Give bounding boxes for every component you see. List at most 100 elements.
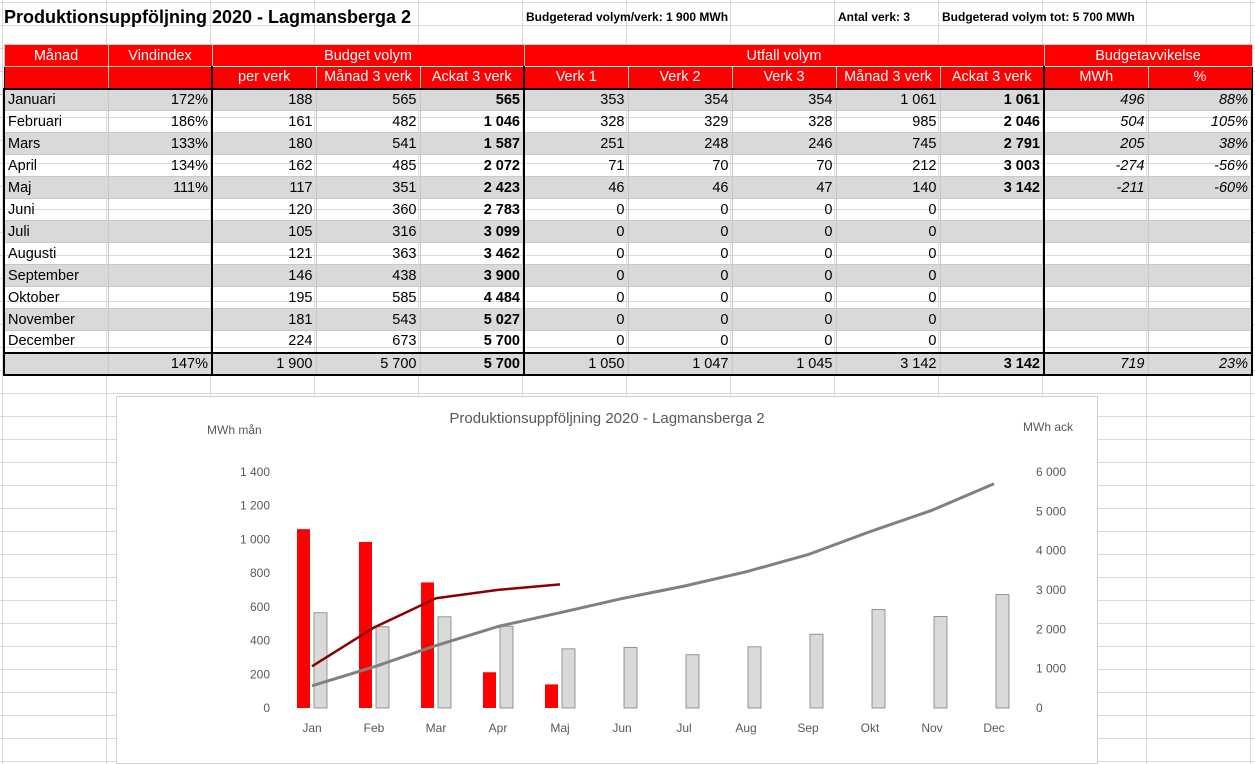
value-cell[interactable]: 673 <box>315 330 421 353</box>
value-cell[interactable]: 360 <box>315 198 421 221</box>
total-cell[interactable] <box>3 351 109 376</box>
sub-header-cell[interactable]: Verk 3 <box>731 66 837 89</box>
value-cell[interactable]: 0 <box>731 264 837 287</box>
value-cell[interactable]: 161 <box>211 110 317 133</box>
month-cell[interactable]: Maj <box>3 176 109 199</box>
value-cell[interactable]: 3 900 <box>419 264 525 287</box>
value-cell[interactable]: 3 099 <box>419 220 525 243</box>
value-cell[interactable]: 162 <box>211 154 317 177</box>
value-cell[interactable]: -56% <box>1147 154 1253 177</box>
value-cell[interactable]: 105 <box>211 220 317 243</box>
value-cell[interactable]: 0 <box>627 198 733 221</box>
value-cell[interactable]: 0 <box>523 286 629 309</box>
value-cell[interactable]: 0 <box>835 308 941 331</box>
sub-header-cell[interactable]: Ackat 3 verk <box>939 66 1045 89</box>
sub-header-cell[interactable]: Verk 1 <box>523 66 629 89</box>
value-cell[interactable]: 117 <box>211 176 317 199</box>
value-cell[interactable]: 0 <box>835 198 941 221</box>
value-cell[interactable]: 2 046 <box>939 110 1045 133</box>
value-cell[interactable] <box>1147 242 1253 265</box>
month-cell[interactable]: Oktober <box>3 286 109 309</box>
value-cell[interactable] <box>107 198 213 221</box>
total-cell[interactable]: 1 047 <box>627 351 733 376</box>
value-cell[interactable]: 0 <box>627 330 733 353</box>
header-utfall-volym[interactable]: Utfall volym <box>523 44 1045 67</box>
value-cell[interactable] <box>1043 198 1149 221</box>
value-cell[interactable] <box>1147 264 1253 287</box>
value-cell[interactable] <box>1043 286 1149 309</box>
value-cell[interactable]: 186% <box>107 110 213 133</box>
value-cell[interactable]: 328 <box>731 110 837 133</box>
total-cell[interactable]: 5 700 <box>315 351 421 376</box>
value-cell[interactable]: 0 <box>835 286 941 309</box>
value-cell[interactable]: 0 <box>627 308 733 331</box>
value-cell[interactable]: 5 700 <box>419 330 525 353</box>
value-cell[interactable]: 2 783 <box>419 198 525 221</box>
value-cell[interactable] <box>939 286 1045 309</box>
value-cell[interactable] <box>1147 286 1253 309</box>
month-cell[interactable]: December <box>3 330 109 353</box>
total-cell[interactable]: 5 700 <box>419 351 525 376</box>
sub-header-cell[interactable]: per verk <box>211 66 317 89</box>
value-cell[interactable] <box>939 242 1045 265</box>
value-cell[interactable]: 565 <box>419 87 525 111</box>
month-cell[interactable]: Februari <box>3 110 109 133</box>
value-cell[interactable]: 485 <box>315 154 421 177</box>
value-cell[interactable]: 70 <box>731 154 837 177</box>
value-cell[interactable] <box>939 264 1045 287</box>
month-cell[interactable]: Januari <box>3 87 109 111</box>
sub-header-cell[interactable]: MWh <box>1043 66 1149 89</box>
value-cell[interactable] <box>107 264 213 287</box>
value-cell[interactable]: 188 <box>211 87 317 111</box>
value-cell[interactable]: 1 046 <box>419 110 525 133</box>
value-cell[interactable] <box>939 308 1045 331</box>
month-cell[interactable]: Juni <box>3 198 109 221</box>
value-cell[interactable]: 195 <box>211 286 317 309</box>
value-cell[interactable] <box>107 308 213 331</box>
value-cell[interactable]: 496 <box>1043 87 1149 111</box>
budget-per-turbine-cell[interactable]: Budgeterad volym/verk: 1 900 MWh <box>526 10 729 24</box>
value-cell[interactable] <box>107 220 213 243</box>
value-cell[interactable]: 88% <box>1147 87 1253 111</box>
value-cell[interactable]: -211 <box>1043 176 1149 199</box>
value-cell[interactable]: 565 <box>315 87 421 111</box>
value-cell[interactable]: 482 <box>315 110 421 133</box>
value-cell[interactable]: 134% <box>107 154 213 177</box>
value-cell[interactable]: 3 003 <box>939 154 1045 177</box>
value-cell[interactable] <box>1043 264 1149 287</box>
value-cell[interactable]: 543 <box>315 308 421 331</box>
value-cell[interactable]: 38% <box>1147 132 1253 155</box>
value-cell[interactable]: 172% <box>107 87 213 111</box>
month-cell[interactable]: Mars <box>3 132 109 155</box>
value-cell[interactable]: 0 <box>731 330 837 353</box>
sheet-title[interactable]: Produktionsuppföljning 2020 - Lagmansber… <box>4 6 412 27</box>
sub-header-cell[interactable] <box>3 66 109 89</box>
total-cell[interactable]: 1 050 <box>523 351 629 376</box>
value-cell[interactable]: 133% <box>107 132 213 155</box>
value-cell[interactable]: 438 <box>315 264 421 287</box>
value-cell[interactable]: 0 <box>731 308 837 331</box>
value-cell[interactable]: 0 <box>731 242 837 265</box>
sub-header-cell[interactable]: Månad 3 verk <box>835 66 941 89</box>
value-cell[interactable]: 121 <box>211 242 317 265</box>
value-cell[interactable]: 504 <box>1043 110 1149 133</box>
value-cell[interactable] <box>107 330 213 353</box>
value-cell[interactable]: 1 587 <box>419 132 525 155</box>
value-cell[interactable]: 0 <box>835 330 941 353</box>
value-cell[interactable]: 5 027 <box>419 308 525 331</box>
value-cell[interactable]: 0 <box>731 220 837 243</box>
value-cell[interactable]: 0 <box>627 242 733 265</box>
value-cell[interactable]: 329 <box>627 110 733 133</box>
value-cell[interactable]: 541 <box>315 132 421 155</box>
value-cell[interactable] <box>1043 308 1149 331</box>
value-cell[interactable]: 0 <box>523 308 629 331</box>
value-cell[interactable]: 985 <box>835 110 941 133</box>
value-cell[interactable]: 745 <box>835 132 941 155</box>
value-cell[interactable]: 212 <box>835 154 941 177</box>
value-cell[interactable]: 46 <box>523 176 629 199</box>
value-cell[interactable] <box>939 330 1045 353</box>
sub-header-cell[interactable] <box>107 66 213 89</box>
month-cell[interactable]: Augusti <box>3 242 109 265</box>
value-cell[interactable] <box>107 242 213 265</box>
value-cell[interactable]: 120 <box>211 198 317 221</box>
